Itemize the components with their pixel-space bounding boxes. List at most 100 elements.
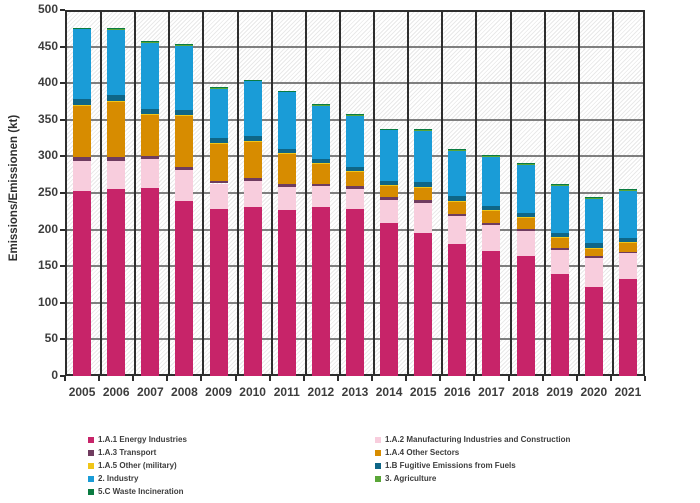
x-tick-mark [473, 376, 476, 381]
legend-item: 5.C Waste Incineration [88, 485, 187, 498]
x-axis-label: 2007 [136, 385, 164, 399]
bar-segment-2 [209, 183, 228, 210]
legend-label: 1.B Fugitive Emissions from Fuels [385, 461, 516, 470]
y-tick-mark [60, 338, 65, 341]
bar-segment-2 [107, 160, 126, 190]
bar-segment-6 [209, 137, 228, 143]
bar-segment-6 [175, 109, 194, 116]
legend-swatch [88, 488, 94, 495]
bar-segment-4 [277, 153, 296, 185]
legend-item: 1.B Fugitive Emissions from Fuels [375, 459, 570, 472]
x-tick-mark [234, 376, 237, 381]
bar-segment-4 [380, 185, 399, 197]
vertical-gridline [611, 12, 614, 374]
vertical-gridline [100, 12, 103, 374]
bar-segment-7 [243, 81, 262, 137]
y-tick-mark [60, 45, 65, 48]
legend-label: 3. Agriculture [385, 474, 437, 483]
bar-segment-4 [175, 115, 194, 167]
x-tick-mark [609, 376, 612, 381]
bar-segment-6 [73, 98, 92, 105]
vertical-gridline [304, 12, 307, 374]
x-axis-label: 2021 [614, 385, 642, 399]
x-tick-mark [371, 376, 374, 381]
y-tick-mark [60, 192, 65, 194]
bar-segment-8 [175, 45, 194, 47]
bar-segment-9 [414, 129, 433, 131]
legend-label: 1.A.4 Other Sectors [385, 448, 460, 457]
x-tick-mark [132, 376, 135, 381]
x-tick-mark [268, 376, 271, 381]
legend-swatch [88, 449, 94, 456]
bar-segment-7 [482, 156, 501, 206]
bar-segment-9 [209, 86, 228, 88]
x-tick-mark [302, 376, 305, 381]
bar-segment-2 [311, 186, 330, 207]
bar-segment-3 [243, 177, 262, 181]
legend-column: 1.A.2 Manufacturing Industries and Const… [375, 433, 570, 485]
legend-item: 3. Agriculture [375, 472, 570, 485]
bar-segment-6 [311, 158, 330, 164]
bar-segment-9 [618, 189, 637, 191]
legend-item: 1.A.4 Other Sectors [375, 446, 570, 459]
vertical-gridline [236, 12, 239, 374]
y-tick-label: 100 [37, 294, 58, 309]
bar-segment-1 [73, 190, 92, 376]
bar-segment-2 [618, 253, 637, 280]
y-tick-mark [60, 118, 65, 121]
bar-segment-3 [277, 184, 296, 188]
bar-segment-1 [584, 287, 603, 376]
plot-area [65, 10, 645, 376]
bar-segment-8 [243, 80, 262, 82]
vertical-gridline [338, 12, 341, 374]
bar-segment-7 [516, 164, 535, 214]
bar-segment-1 [107, 189, 126, 376]
x-tick-mark [439, 376, 442, 381]
y-tick-mark [60, 155, 65, 158]
bar-segment-8 [380, 129, 399, 131]
y-tick-label: 450 [37, 38, 58, 53]
x-axis-label: 2013 [341, 385, 369, 399]
bar-segment-3 [209, 180, 228, 184]
legend-label: 5.C Waste Incineration [98, 487, 184, 496]
bar-segment-3 [107, 157, 126, 161]
x-tick-mark [200, 376, 203, 381]
y-tick-mark [60, 82, 65, 85]
bar-segment-9 [448, 149, 467, 150]
bar-segment-2 [414, 202, 433, 233]
vertical-gridline [509, 12, 512, 374]
bar-segment-8 [209, 87, 228, 89]
bar-segment-6 [107, 95, 126, 102]
x-axis-label: 2005 [68, 385, 96, 399]
x-axis-label: 2016 [443, 385, 471, 399]
bar-segment-1 [618, 279, 637, 376]
bar-segment-2 [346, 188, 364, 210]
bar-segment-7 [73, 29, 92, 99]
vertical-gridline [475, 12, 478, 374]
bar-segment-3 [414, 200, 433, 203]
x-tick-mark [507, 376, 510, 381]
bar-segment-8 [482, 155, 501, 157]
bar-segment-6 [141, 109, 160, 114]
bar-segment-4 [73, 105, 92, 158]
legend-item: 2. Industry [88, 472, 187, 485]
legend-swatch [375, 475, 381, 482]
bar-segment-9 [141, 40, 160, 42]
bar-segment-9 [516, 163, 535, 164]
bar-segment-2 [277, 187, 296, 210]
bar-segment-4 [107, 101, 126, 158]
bar-segment-3 [346, 186, 364, 189]
x-axis-label: 2009 [205, 385, 232, 399]
bar-segment-8 [141, 41, 160, 43]
x-axis-label: 2014 [375, 385, 403, 399]
vertical-gridline [134, 12, 137, 374]
vertical-gridline [270, 12, 273, 374]
bar-segment-3 [584, 255, 603, 259]
y-tick-mark [60, 301, 65, 304]
bar-segment-4 [584, 247, 603, 256]
x-axis-label: 2017 [478, 385, 505, 399]
bar-segment-4 [414, 187, 433, 201]
bar-segment-8 [618, 190, 637, 192]
bar-segment-7 [175, 46, 194, 110]
